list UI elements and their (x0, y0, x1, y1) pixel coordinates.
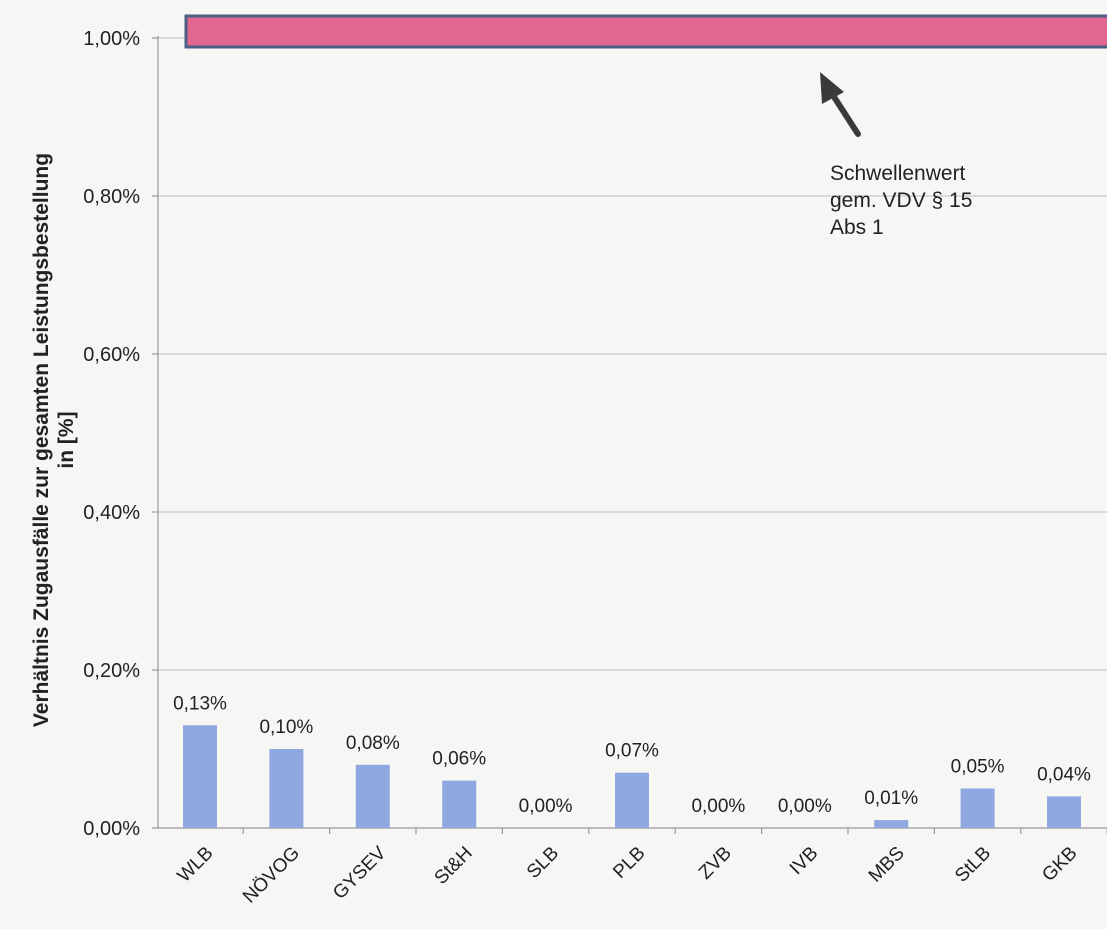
y-axis-title: Verhältnis Zugausfälle zur gesamten Leis… (30, 153, 78, 727)
threshold-annotation: Schwellenwert gem. VDV § 15 Abs 1 (830, 162, 972, 239)
x-tick-label: WLB (174, 843, 218, 887)
x-tick-label: IVB (786, 843, 823, 880)
arrow-head (820, 72, 844, 104)
y-axis-label-line1: Verhältnis Zugausfälle zur gesamten Leis… (30, 153, 53, 727)
x-tick-label: PLB (609, 843, 649, 883)
bar (355, 764, 390, 828)
data-label: 0,10% (259, 717, 313, 738)
x-tick-label: StLB (951, 843, 995, 887)
bars-layer (183, 725, 1081, 828)
x-tick-label: ZVB (695, 843, 736, 884)
data-label: 0,04% (1037, 764, 1091, 785)
grid-layer (152, 36, 1107, 834)
x-tick-label: NÖVOG (239, 843, 304, 908)
bar (615, 772, 649, 828)
data-label: 0,00% (519, 796, 573, 817)
threshold-layer (184, 14, 1107, 137)
labels-layer: 0,00% 0,20% 0,40% 0,60% 0,80% 1,00% Schwellenw… (83, 28, 1091, 908)
x-tick-label: GKB (1038, 843, 1081, 886)
threshold-annotation-line: Schwellenwert (830, 162, 966, 185)
y-tick-label: 0,80% (83, 186, 140, 208)
threshold-annotation-line: gem. VDV § 15 (830, 189, 972, 212)
y-axis-label-line2: in [%] (55, 411, 78, 468)
y-tick-label: 0,40% (83, 502, 140, 524)
data-label: 0,06% (432, 749, 486, 770)
x-tick-label: SLB (523, 843, 563, 883)
bar (1047, 796, 1081, 828)
data-label: 0,13% (173, 693, 227, 714)
bar (183, 725, 217, 828)
data-label: 0,00% (778, 796, 832, 817)
data-label: 0,01% (864, 788, 918, 809)
data-label: 0,07% (605, 741, 659, 762)
y-tick-label: 1,00% (83, 28, 140, 50)
data-label: 0,05% (951, 757, 1005, 778)
x-tick-label: MBS (865, 843, 909, 887)
threshold-annotation-line: Abs 1 (830, 216, 884, 239)
x-tick-label: St&H (431, 843, 477, 889)
threshold-band (184, 14, 1107, 49)
data-label: 0,08% (346, 733, 400, 754)
x-tick-label: GYSEV (329, 842, 390, 903)
bar (960, 788, 995, 828)
data-label: 0,00% (691, 796, 745, 817)
y-tick-label: 0,60% (83, 344, 140, 366)
bar (269, 749, 304, 828)
y-tick-label: 0,20% (83, 660, 140, 682)
y-tick-label: 0,00% (83, 818, 140, 840)
bar (442, 780, 477, 828)
bar (874, 820, 909, 828)
